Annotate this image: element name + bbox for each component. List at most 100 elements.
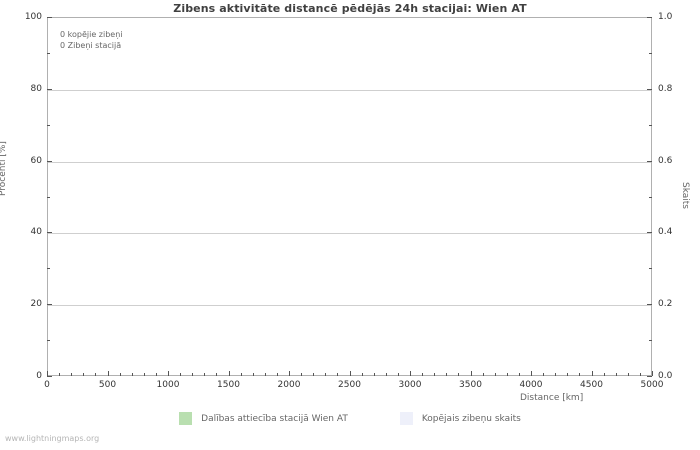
x-axis-tick [349,371,351,376]
y-axis-right-minor-tick [649,124,652,126]
x-axis-minor-tick [518,373,520,376]
x-axis-minor-tick [252,373,254,376]
plot-area: 0 kopējie zibeņi 0 Zibeņi stacijā [47,17,652,376]
x-axis-minor-tick [482,373,484,376]
y-axis-left-minor-tick [47,340,50,342]
y-axis-left-tick [47,304,52,306]
y-axis-right-title: Skaits [680,182,690,209]
y-axis-right-tick-label: 0.6 [658,155,673,166]
x-axis-tick-label: 4000 [519,380,543,390]
x-axis-tick [410,371,411,376]
x-axis-minor-tick [143,373,145,376]
x-axis-tick-label: 500 [98,380,117,390]
x-axis-tick-label: 1000 [156,380,180,390]
x-axis-tick-label: 3000 [398,380,422,390]
y-axis-right-tick [647,160,652,162]
x-axis-minor-tick [385,373,387,376]
x-axis-tick [47,371,48,376]
y-axis-right-tick [647,88,652,90]
chart-legend: Dalības attiecība stacijā Wien AT Kopējai… [0,412,700,425]
x-axis-tick-label: 4500 [580,380,603,390]
y-axis-left-tick-label: 80 [30,83,42,94]
plot-annotations: 0 kopējie zibeņi 0 Zibeņi stacijā [60,29,123,51]
y-axis-left-tick-label: 100 [24,12,42,22]
x-axis-tick [470,371,472,376]
x-axis-tick-label: 5000 [640,380,664,390]
y-axis-left-tick [47,17,52,18]
x-axis-tick [228,371,230,376]
y-axis-left-title: Procenti [%] [0,141,8,196]
y-axis-right-tick-label: 0.2 [658,299,673,310]
gridline [48,305,651,306]
y-axis-right-tick [647,17,652,18]
x-axis-tick-label: 1500 [217,380,240,390]
x-axis-tick-label: 0 [44,380,50,390]
x-axis-tick [289,371,290,376]
legend-swatch-icon [399,412,413,425]
x-axis-minor-tick [494,373,496,376]
x-axis-minor-tick [422,373,424,376]
x-axis-minor-tick [313,373,315,376]
y-axis-left-tick [47,88,52,90]
x-axis-tick-label: 3500 [459,380,482,390]
x-axis-minor-tick [192,373,194,376]
y-axis-right-minor-tick [649,340,652,342]
x-axis-minor-tick [567,373,569,376]
x-axis-minor-tick [59,373,61,376]
x-axis-tick [531,371,532,376]
y-axis-left-minor-tick [47,268,50,270]
legend-label: Dalības attiecība stacijā Wien AT [201,413,348,424]
y-axis-right-minor-tick [649,52,652,54]
y-axis-left-tick-label: 20 [30,299,42,310]
y-axis-left-minor-tick [47,52,50,54]
x-axis-title: Distance [km] [520,393,584,403]
x-axis-minor-tick [155,373,157,376]
y-axis-left-tick [47,232,52,234]
x-axis-minor-tick [506,373,508,376]
x-axis-minor-tick [639,373,641,376]
x-axis-minor-tick [325,373,327,376]
legend-label: Kopējais zibeņu skaits [421,413,521,424]
x-axis-minor-tick [204,373,206,376]
x-axis-minor-tick [615,373,617,376]
page-title: Zibens aktivitāte distancē pēdējās 24h s… [173,2,527,15]
x-axis-minor-tick [119,373,121,376]
x-axis-minor-tick [361,373,363,376]
y-axis-right-tick-label: 1.0 [658,12,673,22]
legend-item[interactable]: Kopējais zibeņu skaits [399,412,521,425]
x-axis-minor-tick [83,373,85,376]
x-axis-tick [168,371,169,376]
y-axis-left-tick-label: 0 [36,371,42,381]
footer-watermark: www.lightningmaps.org [5,434,100,443]
x-axis-minor-tick [603,373,605,376]
y-axis-right-tick [647,304,652,306]
x-axis-tick-label: 2000 [277,380,301,390]
y-axis-right-tick [647,232,652,234]
x-axis-minor-tick [555,373,557,376]
x-axis-minor-tick [71,373,73,376]
y-axis-right-tick-label: 0.0 [658,371,673,381]
gridline [48,90,651,91]
y-axis-right-minor-tick [649,196,652,198]
y-axis-left-tick [47,376,52,377]
y-axis-left-tick [47,160,52,162]
x-axis-minor-tick [180,373,182,376]
x-axis-minor-tick [543,373,545,376]
x-axis-minor-tick [397,373,399,376]
y-axis-right-minor-tick [649,268,652,270]
x-axis-tick [652,371,653,376]
legend-item[interactable]: Dalības attiecība stacijā Wien AT [179,412,348,425]
x-axis-tick-label: 2500 [338,380,361,390]
gridline [48,162,651,163]
x-axis-minor-tick [337,373,339,376]
x-axis-tick [107,371,109,376]
x-axis-tick [591,371,593,376]
x-axis-minor-tick [446,373,448,376]
legend-swatch-icon [179,412,193,425]
annotation-total-strokes: 0 kopējie zibeņi [60,30,123,39]
x-axis-minor-tick [95,373,97,376]
x-axis-minor-tick [131,373,133,376]
y-axis-right-tick-label: 0.4 [658,227,673,238]
x-axis-minor-tick [301,373,303,376]
